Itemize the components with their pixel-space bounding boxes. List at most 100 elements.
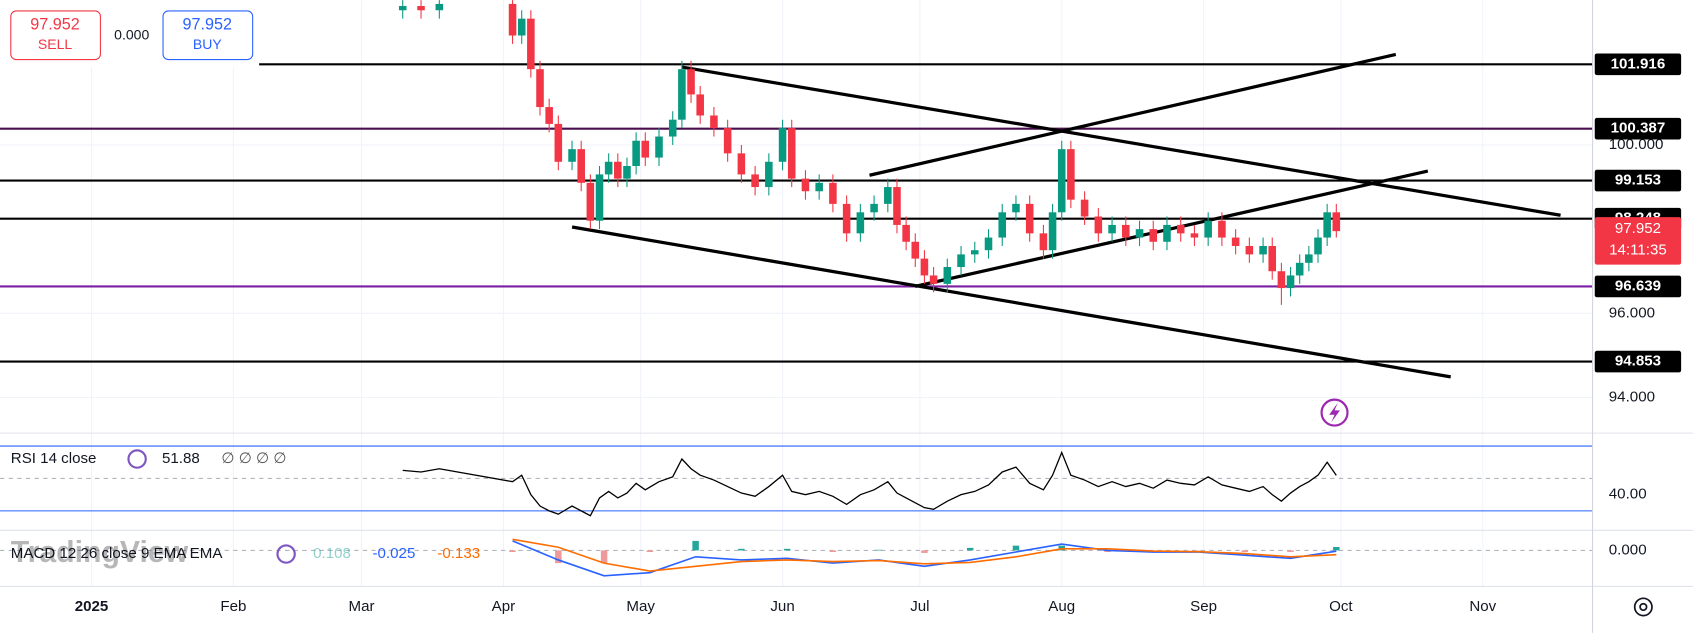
candle-body [632, 140, 640, 166]
candle-body [765, 161, 773, 188]
candle-body [1025, 203, 1034, 234]
candle-body [614, 161, 622, 179]
candle-body [1067, 149, 1075, 200]
candle-body [1135, 229, 1144, 238]
candle-body [1039, 233, 1048, 251]
candle-body [929, 275, 938, 284]
candle-body [1057, 149, 1066, 213]
candle-body [1268, 245, 1277, 272]
candle-body [911, 241, 920, 259]
candle-body [517, 18, 526, 36]
macd-histogram-bar [829, 550, 837, 553]
candle-body [536, 69, 544, 108]
macd-histogram-bar [875, 549, 882, 551]
indicator-value: 51.88 [162, 450, 200, 467]
level-label: 94.853 [1615, 353, 1661, 370]
y-tick-label: 40.00 [1609, 486, 1647, 503]
candle-body [508, 3, 517, 36]
candle-body [417, 6, 425, 11]
candle-body [1218, 220, 1226, 238]
candle-body [737, 153, 746, 175]
y-tick-label: 94.000 [1609, 388, 1655, 405]
candle-body [1108, 224, 1116, 234]
last-price-label: 97.952 [1615, 220, 1661, 237]
candle-body [687, 69, 695, 95]
candle-body [787, 128, 796, 179]
sell-price: 97.952 [30, 15, 80, 33]
macd-histogram-bar [692, 540, 699, 551]
indicator-title: RSI 14 close [11, 450, 97, 467]
y-tick-label: 96.000 [1609, 304, 1655, 321]
trend-line [681, 65, 1561, 217]
candle-body [856, 212, 865, 234]
candle-body [870, 203, 878, 213]
candle-body [1012, 203, 1020, 213]
x-tick-label: Nov [1469, 598, 1496, 615]
candle-body [710, 115, 718, 129]
signal-line [512, 538, 1337, 572]
candle-body [668, 119, 677, 137]
macd-histogram-bar [1333, 546, 1340, 551]
candle-body [577, 149, 585, 183]
candle-body [527, 18, 535, 70]
candle-body [778, 128, 787, 162]
candle-body [1190, 233, 1199, 238]
level-label-bg [1594, 275, 1682, 298]
x-tick-label: May [626, 598, 655, 615]
candle-body [595, 174, 604, 221]
candle-body [655, 136, 663, 158]
candle-body [1149, 229, 1158, 242]
candle-body [604, 161, 613, 175]
trend-line [914, 169, 1429, 288]
candle-body [1231, 237, 1240, 246]
candle-body [829, 182, 837, 204]
buy-button[interactable] [162, 10, 254, 61]
candle-body [902, 224, 910, 242]
macd-settings-icon[interactable] [276, 544, 296, 564]
macd-histogram-bar [921, 550, 928, 553]
settings-icon[interactable] [1633, 597, 1653, 617]
candle-body [957, 254, 965, 268]
x-tick-label: Feb [220, 598, 246, 615]
spread: 0.000 [114, 26, 149, 42]
candle-body [842, 203, 851, 234]
candle-body [1332, 212, 1341, 232]
candle-body [568, 149, 576, 162]
macd-histogram-bar [966, 547, 974, 551]
x-tick-label: Jun [770, 598, 794, 615]
level-label: 100.387 [1611, 120, 1666, 137]
candle-body [1295, 262, 1304, 276]
macd-histogram-bar [555, 550, 562, 564]
macd-histogram-bar [1012, 545, 1020, 551]
macd-histogram-bar [783, 548, 791, 551]
candle-body [801, 178, 810, 192]
x-tick-label: Oct [1329, 598, 1353, 615]
indicator-title: MACD 12 26 close 9 EMA EMA [11, 545, 224, 562]
candle-body [998, 212, 1007, 238]
trend-line [869, 52, 1397, 177]
candle-body [920, 258, 929, 276]
candle-body [696, 94, 704, 116]
trend-line [571, 225, 1451, 379]
macd-histogram-bar [1241, 550, 1249, 553]
indicator-value: 0.108 [313, 545, 351, 562]
level-label: 96.639 [1615, 277, 1661, 294]
candle-body [545, 107, 553, 124]
macd-histogram-bar [738, 548, 745, 551]
candle-body [586, 182, 595, 221]
candle-body [1259, 245, 1267, 255]
lightning-icon[interactable] [1320, 398, 1349, 427]
candle-body [1048, 212, 1057, 251]
sell-button[interactable] [10, 10, 101, 61]
candle-body [1122, 224, 1130, 238]
candle-body [1305, 254, 1313, 263]
x-tick-label: Apr [492, 598, 516, 615]
y-tick-label: 0.000 [1609, 541, 1647, 558]
candle-body [1314, 237, 1322, 255]
watermark: TradingView [11, 536, 189, 569]
rsi-settings-icon[interactable] [127, 449, 147, 469]
x-tick-label: 2025 [75, 598, 109, 615]
candle-body [1323, 212, 1331, 238]
